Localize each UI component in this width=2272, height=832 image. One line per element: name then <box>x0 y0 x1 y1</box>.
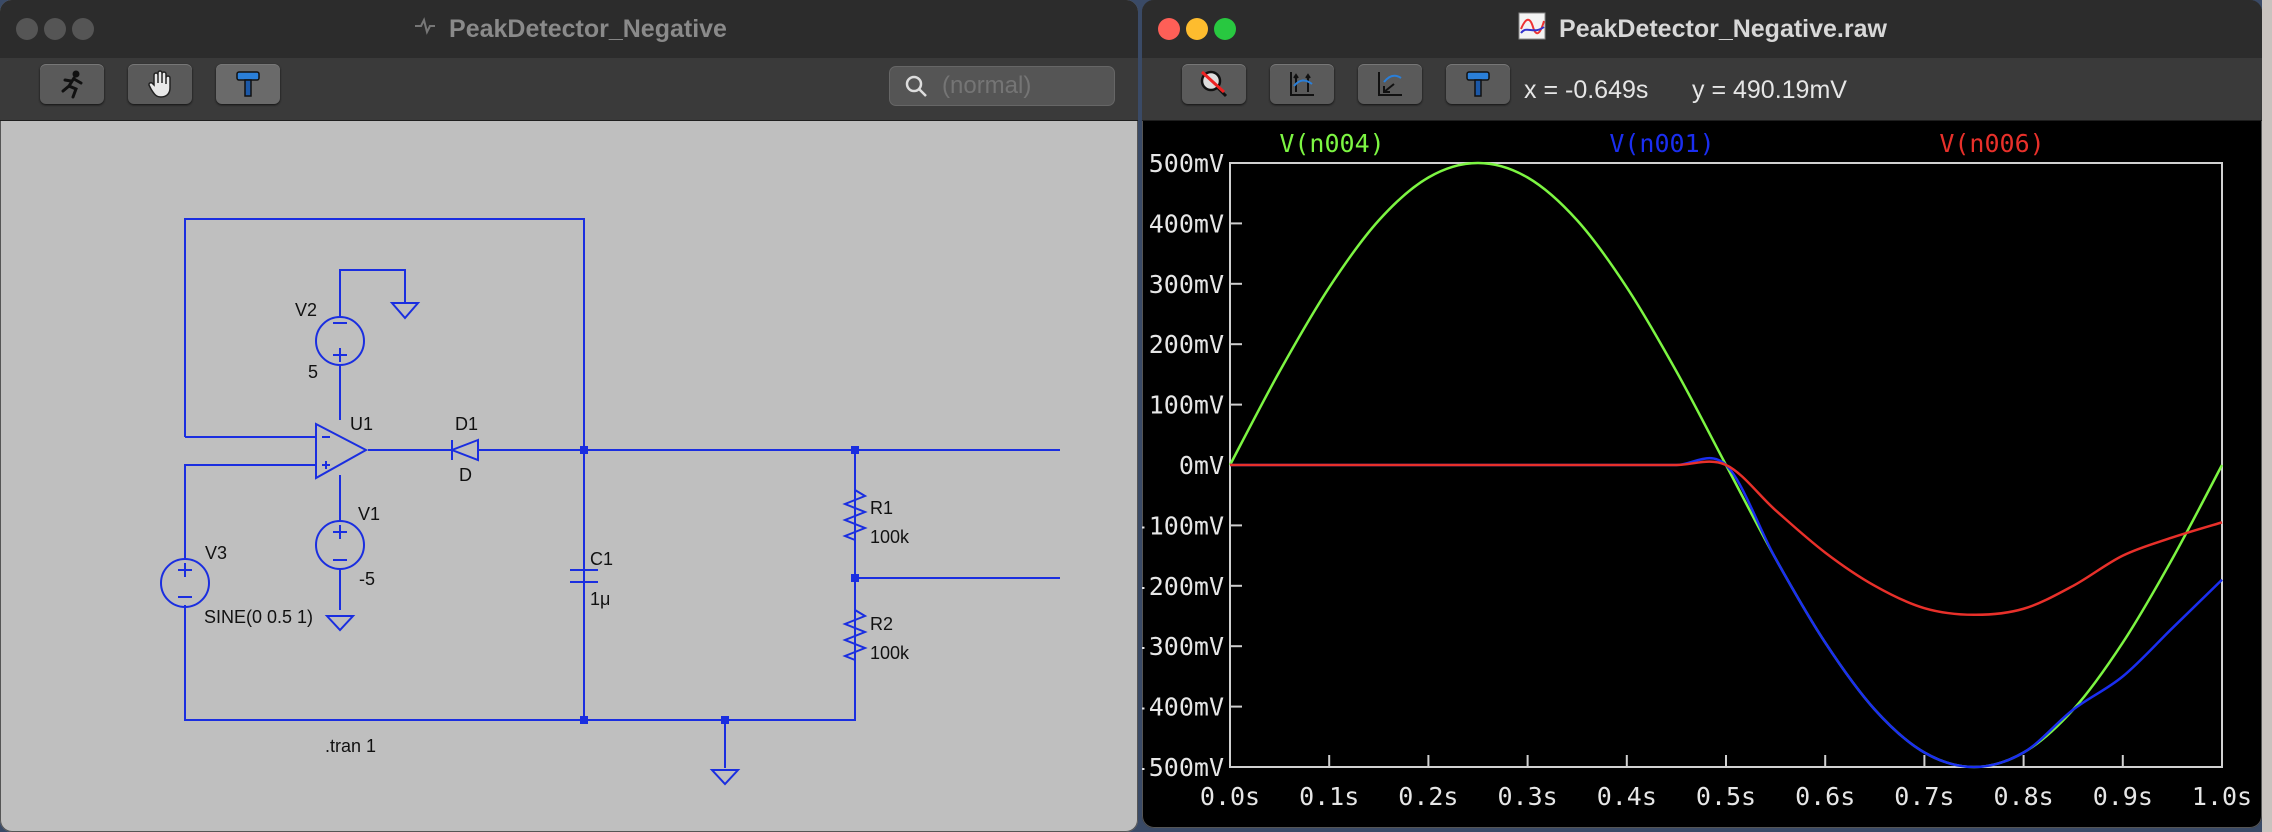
r2-value: 100k <box>870 643 910 663</box>
x-tick-label: 0.9s <box>2093 782 2153 811</box>
c1-value: 1μ <box>590 589 610 609</box>
x-tick-label: 0.8s <box>1993 782 2053 811</box>
waveform-chart[interactable]: V(n004) V(n001) V(n006) 500mV 400mV 300mV 200… <box>1142 120 2262 828</box>
minimize-button[interactable] <box>1186 18 1208 40</box>
y-tick-label: 0mV <box>1179 451 1224 480</box>
r1-value: 100k <box>870 527 910 547</box>
r1-label: R1 <box>870 498 893 518</box>
waveform-plot[interactable]: V(n004) V(n001) V(n006) 500mV 400mV 300mV 200… <box>1142 120 2262 828</box>
x-tick-label: 0.0s <box>1200 782 1260 811</box>
v2-label: V2 <box>295 300 317 320</box>
schematic-titlebar: PeakDetector_Negative <box>0 0 1138 58</box>
hand-icon <box>148 70 171 98</box>
v2-voltage-source[interactable] <box>315 316 365 366</box>
trace-v-n001[interactable] <box>1229 456 2223 769</box>
plot-toolbar: x = -0.649s y = 490.19mV <box>1142 58 2262 121</box>
c1-capacitor[interactable] <box>570 569 598 583</box>
y-tick-label: 200mV <box>1149 330 1224 359</box>
r1-resistor[interactable] <box>842 489 868 541</box>
v1-voltage-source[interactable] <box>315 520 365 570</box>
x-tick-label: 0.7s <box>1894 782 1954 811</box>
y-tick-label: -300mV <box>1142 632 1224 661</box>
zoom-button[interactable] <box>1214 18 1236 40</box>
run-button[interactable] <box>40 64 104 104</box>
trace-v-n006[interactable] <box>1229 460 2223 617</box>
v1-label: V1 <box>358 504 380 524</box>
x-tick-label: 0.3s <box>1497 782 1557 811</box>
u1-opamp[interactable] <box>315 422 369 480</box>
ground-symbols <box>324 302 741 786</box>
x-tick-label: 0.6s <box>1795 782 1855 811</box>
spice-directive[interactable]: .tran 1 <box>325 736 376 756</box>
legend-entry[interactable]: V(n004) <box>1279 129 1384 158</box>
schematic-toolbar <box>0 58 1138 121</box>
v3-value: SINE(0 0.5 1) <box>204 607 313 627</box>
junction-dots <box>580 446 859 724</box>
waveform-doc-icon <box>1517 11 1547 48</box>
zoom-cancel-button[interactable] <box>1182 64 1246 104</box>
autorange-icon <box>1290 72 1314 96</box>
hammer-icon <box>1466 71 1490 97</box>
hammer-icon <box>236 71 260 97</box>
edit-attribute-button[interactable] <box>216 64 280 104</box>
d1-label: D1 <box>455 414 478 434</box>
plot-titlebar: PeakDetector_Negative.raw <box>1142 0 2262 58</box>
y-tick-label: 500mV <box>1149 149 1224 178</box>
v3-label: V3 <box>205 543 227 563</box>
close-button[interactable] <box>1158 18 1180 40</box>
window-title: PeakDetector_Negative <box>449 14 727 43</box>
c1-label: C1 <box>590 549 613 569</box>
y-tick-label: 400mV <box>1149 209 1224 238</box>
close-button[interactable] <box>16 18 38 40</box>
run-icon <box>61 70 83 99</box>
d1-value: D <box>459 465 472 485</box>
x-tick-label: 1.0s <box>2192 782 2252 811</box>
u1-label: U1 <box>350 414 373 434</box>
plot-settings-button[interactable] <box>1446 64 1510 104</box>
y-tick-label: -100mV <box>1142 511 1224 540</box>
window-title: PeakDetector_Negative.raw <box>1559 14 1887 43</box>
schematic-canvas[interactable]: V2 5 V1 -5 V3 SINE(0 0.5 1) U1 D1 D C1 1… <box>0 120 1138 832</box>
minimize-button[interactable] <box>44 18 66 40</box>
v3-voltage-source[interactable] <box>160 558 210 608</box>
pan-button[interactable] <box>128 64 192 104</box>
v2-value: 5 <box>308 362 318 382</box>
x-tick-label: 0.2s <box>1398 782 1458 811</box>
zoom-cancel-icon <box>1200 70 1228 98</box>
y-tick-label: 100mV <box>1149 391 1224 420</box>
x-tick-label: 0.5s <box>1696 782 1756 811</box>
search-input[interactable] <box>940 71 1104 101</box>
plot-window: PeakDetector_Negative.raw x = -0.649s y … <box>1142 0 2262 828</box>
pan-back-button[interactable] <box>1358 64 1422 104</box>
search-icon <box>905 75 927 97</box>
search-box[interactable] <box>889 66 1115 106</box>
legend-entry[interactable]: V(n001) <box>1609 129 1714 158</box>
cursor-x-readout: x = -0.649s <box>1524 76 1649 104</box>
cursor-y-readout: y = 490.19mV <box>1692 76 1847 104</box>
schematic-doc-icon <box>411 13 437 46</box>
y-tick-label: -200mV <box>1142 572 1224 601</box>
v1-value: -5 <box>359 569 375 589</box>
y-tick-label: -500mV <box>1142 753 1224 782</box>
r2-label: R2 <box>870 614 893 634</box>
autorange-button[interactable] <box>1270 64 1334 104</box>
y-tick-label: -400mV <box>1142 693 1224 722</box>
x-tick-label: 0.1s <box>1299 782 1359 811</box>
r2-resistor[interactable] <box>842 609 868 661</box>
x-tick-label: 0.4s <box>1597 782 1657 811</box>
schematic-window: PeakDetector_Negative <box>0 0 1138 832</box>
legend-entry[interactable]: V(n006) <box>1939 129 2044 158</box>
d1-diode[interactable] <box>449 438 479 462</box>
y-tick-label: 300mV <box>1149 270 1224 299</box>
zoom-button[interactable] <box>72 18 94 40</box>
pan-back-icon <box>1378 72 1402 96</box>
desktop-background <box>2262 0 2272 832</box>
